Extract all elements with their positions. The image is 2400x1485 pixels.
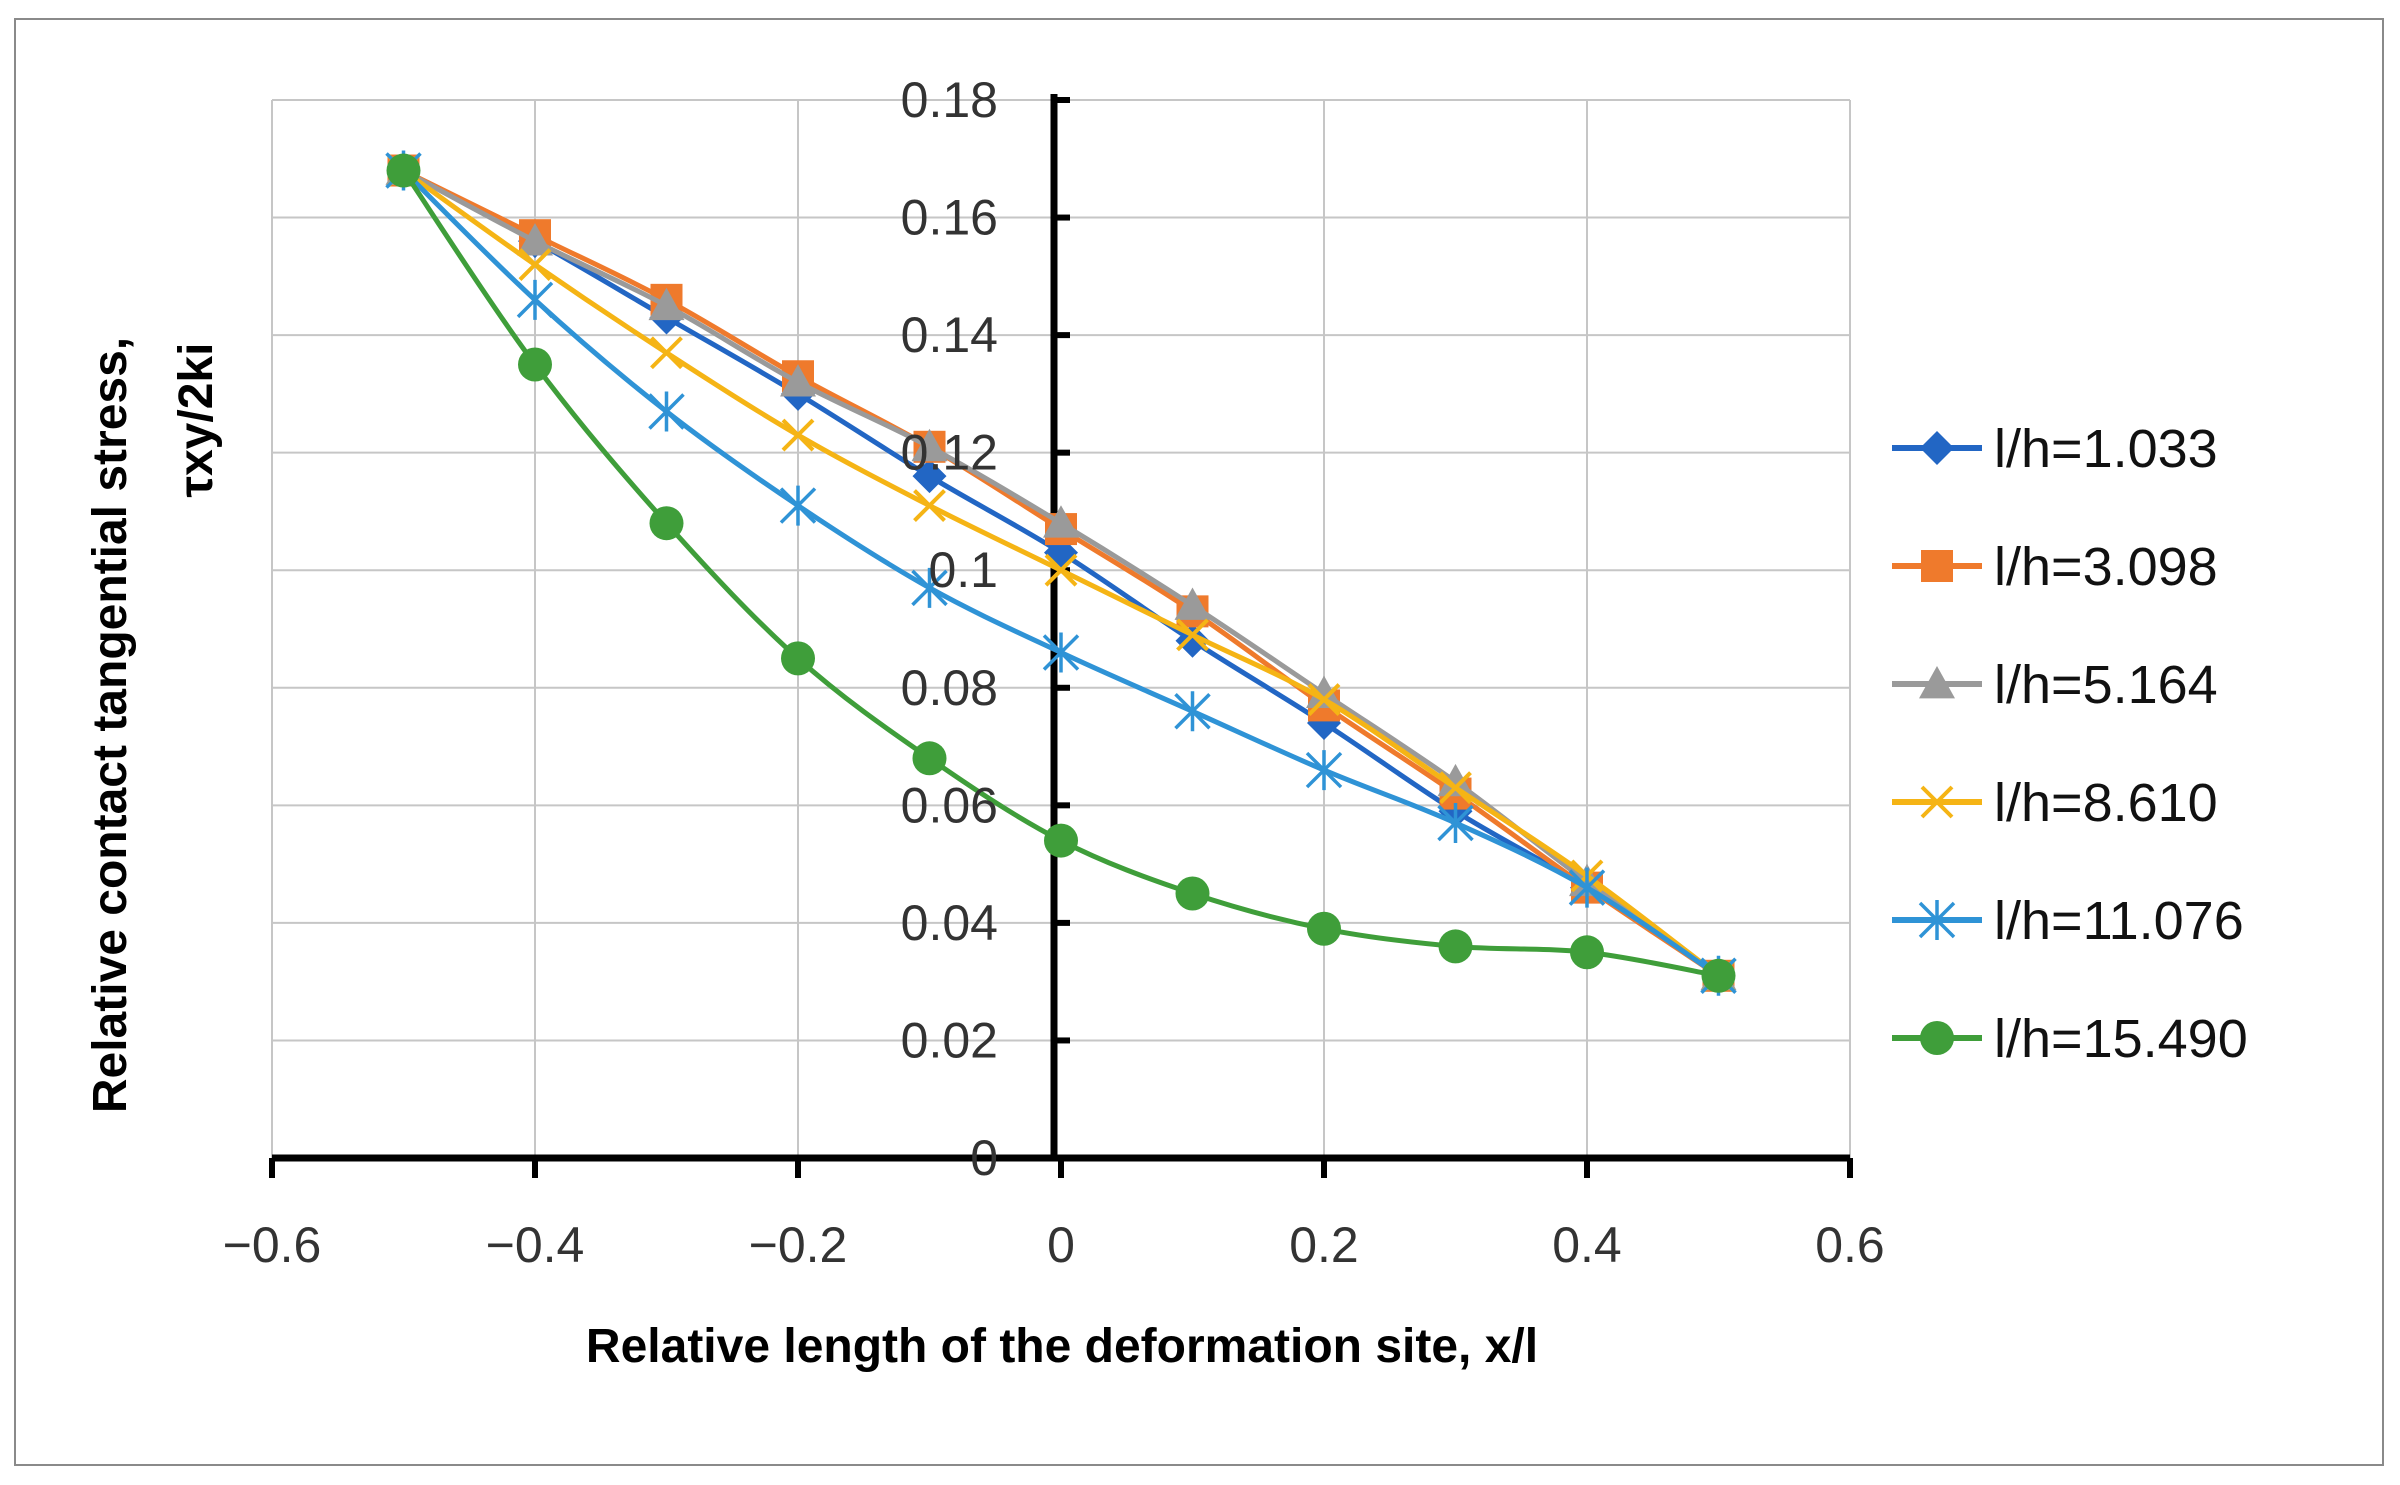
data-point-marker bbox=[648, 287, 685, 321]
series-l/h=11.076 bbox=[385, 150, 1737, 996]
series-line bbox=[401, 168, 1720, 978]
legend-label: l/h=11.076 bbox=[1994, 891, 2244, 951]
y-tick-label: 0.18 bbox=[901, 72, 998, 128]
data-point-marker bbox=[1044, 553, 1078, 587]
data-point-marker bbox=[386, 153, 421, 188]
data-point-marker bbox=[650, 336, 683, 370]
x-tick-label: 0.2 bbox=[1289, 1217, 1359, 1273]
data-point-marker bbox=[1701, 958, 1736, 993]
data-point-marker bbox=[912, 741, 947, 776]
axes bbox=[269, 94, 1853, 1178]
data-series bbox=[385, 150, 1737, 996]
legend-entry: l/h=8.610 bbox=[1892, 773, 2218, 833]
data-point-marker bbox=[1174, 587, 1211, 620]
data-point-marker bbox=[779, 485, 817, 526]
y-tick-label: 0 bbox=[970, 1130, 998, 1186]
data-point-marker bbox=[518, 248, 552, 281]
legend-label: l/h=3.098 bbox=[1994, 537, 2218, 597]
data-point-marker bbox=[1042, 632, 1080, 673]
x-tick-label: −0.4 bbox=[486, 1217, 585, 1273]
grid bbox=[271, 99, 1851, 1158]
data-point-marker bbox=[911, 567, 948, 608]
data-point-marker bbox=[516, 279, 554, 320]
x-tick-label: 0.6 bbox=[1815, 1217, 1885, 1273]
x-tick-label: 0.4 bbox=[1552, 1217, 1622, 1273]
data-point-marker bbox=[648, 391, 685, 432]
legend-label: l/h=1.033 bbox=[1994, 419, 2218, 479]
data-point-marker bbox=[1175, 876, 1210, 911]
data-point-marker bbox=[1570, 935, 1604, 970]
data-point-marker bbox=[517, 223, 553, 256]
legend-marker bbox=[1920, 431, 1954, 465]
series-line bbox=[401, 169, 1719, 979]
data-point-marker bbox=[1174, 691, 1211, 732]
legend-label: l/h=8.610 bbox=[1994, 773, 2218, 833]
legend-label: l/h=5.164 bbox=[1994, 655, 2218, 715]
legend-marker bbox=[1918, 900, 1956, 940]
y-tick-label: 0.06 bbox=[901, 777, 998, 833]
legend-label: l/h=15.490 bbox=[1994, 1009, 2248, 1069]
data-point-marker bbox=[1305, 750, 1343, 791]
series-l/h=15.490 bbox=[386, 153, 1736, 993]
data-point-marker bbox=[1437, 802, 1474, 843]
legend-marker bbox=[1920, 785, 1954, 819]
legend-entry: l/h=15.490 bbox=[1892, 1009, 2248, 1069]
data-point-marker bbox=[649, 506, 684, 541]
data-point-marker bbox=[781, 641, 815, 676]
data-point-marker bbox=[1437, 763, 1474, 797]
data-point-marker bbox=[1176, 618, 1209, 652]
legend-entry: l/h=3.098 bbox=[1892, 537, 2218, 597]
legend-entry: l/h=5.164 bbox=[1892, 655, 2218, 715]
data-point-marker bbox=[1044, 823, 1078, 858]
chart-frame bbox=[14, 18, 2384, 1466]
data-point-marker bbox=[1439, 771, 1472, 805]
data-point-marker bbox=[518, 347, 552, 382]
y-tick-label: 0.1 bbox=[928, 542, 998, 598]
data-point-marker bbox=[911, 428, 948, 462]
x-axis-label: Relative length of the deformation site,… bbox=[586, 1320, 1538, 1373]
data-point-marker bbox=[1043, 505, 1079, 538]
data-point-marker bbox=[1307, 911, 1341, 946]
legend-entry: l/h=1.033 bbox=[1892, 419, 2218, 479]
tick-labels: −0.6 −0.4 −0.2 0 0.2 0.4 0.6 0 0.02 0.04 0.06 0.08 0… bbox=[223, 72, 1885, 1273]
legend-entry: l/h=11.076 bbox=[1892, 891, 2244, 951]
x-tick-label: 0 bbox=[1047, 1217, 1075, 1273]
y-axis-label-line2: τxy/2ki bbox=[170, 343, 223, 498]
y-tick-label: 0.14 bbox=[901, 307, 998, 363]
y-tick-label: 0.04 bbox=[901, 895, 998, 951]
legend: l/h=1.033 l/h=3.098 l/h=5.164 l/h=8.610 l/h=… bbox=[1892, 419, 2248, 1069]
y-tick-label: 0.16 bbox=[901, 190, 998, 246]
legend-marker bbox=[1921, 550, 1953, 582]
data-point-marker bbox=[913, 489, 946, 522]
data-point-marker bbox=[1568, 867, 1606, 908]
data-point-marker bbox=[781, 418, 815, 452]
y-tick-label: 0.08 bbox=[901, 660, 998, 716]
data-point-marker bbox=[1438, 929, 1473, 964]
data-point-marker bbox=[912, 459, 947, 494]
x-tick-label: −0.6 bbox=[223, 1217, 322, 1273]
legend-marker bbox=[1919, 666, 1955, 699]
y-axis-label-line1: Relative contact tangential stress, bbox=[84, 337, 137, 1113]
x-tick-label: −0.2 bbox=[749, 1217, 848, 1273]
y-tick-label: 0.02 bbox=[901, 1012, 998, 1068]
data-point-marker bbox=[1307, 683, 1341, 716]
data-point-marker bbox=[780, 364, 816, 397]
data-point-marker bbox=[1306, 675, 1342, 709]
legend-marker bbox=[1920, 1021, 1954, 1055]
y-tick-label: 0.12 bbox=[901, 425, 998, 481]
